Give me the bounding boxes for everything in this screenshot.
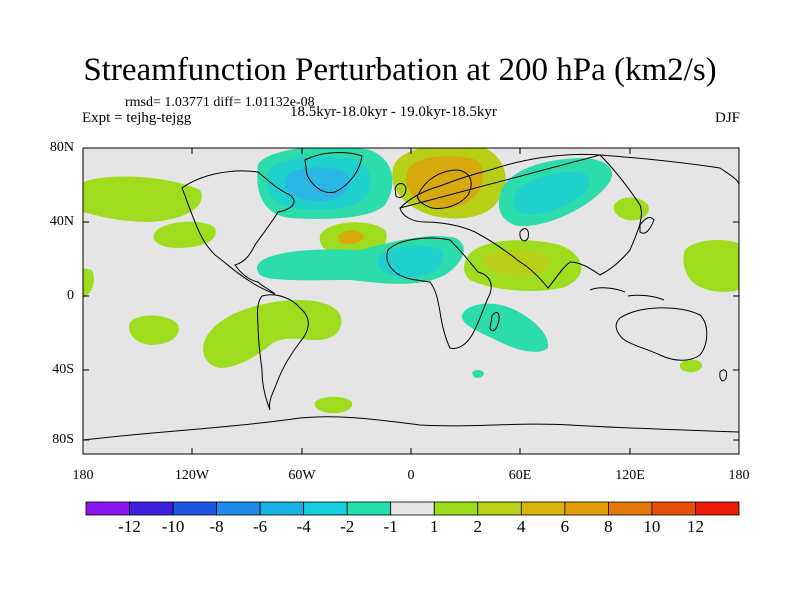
- lon-tick-label: 180: [728, 468, 750, 483]
- contour-neg-south-indian: [461, 303, 549, 352]
- colorbar-box: [303, 501, 348, 516]
- colorbar-box: [651, 501, 696, 516]
- period-label: 18.5kyr-18.0kyr - 19.0kyr-18.5kyr: [290, 104, 497, 120]
- colorbar-box: [85, 501, 130, 516]
- plot-title: Streamfunction Perturbation at 200 hPa (…: [83, 52, 717, 88]
- contour-fields: [83, 148, 739, 414]
- coast-africa: [386, 237, 492, 349]
- lat-tick-label: 80S: [52, 432, 74, 447]
- contour-neg-greenland-core: [284, 167, 351, 202]
- colorbar-label: -4: [296, 517, 311, 536]
- coast-antarctica: [83, 416, 739, 441]
- contour-neg-west-siberia-core: [513, 171, 590, 215]
- coast-indonesia: [589, 287, 665, 301]
- colorbar-box: [129, 501, 174, 516]
- lat-tick-label: 0: [67, 288, 74, 303]
- coast-japan: [639, 217, 655, 234]
- colorbar-label: -12: [118, 517, 141, 536]
- contour-pos-arabia-core: [482, 249, 550, 276]
- colorbar-label: -2: [340, 517, 355, 536]
- contour-pos-east-pacific: [129, 315, 179, 345]
- lon-tick-label: 60W: [288, 468, 316, 483]
- coast-uk: [394, 183, 407, 199]
- colorbar-box: [259, 501, 305, 516]
- colorbar-label: 6: [560, 517, 570, 536]
- colorbar-box: [520, 501, 566, 516]
- colorbar-box: [433, 501, 479, 516]
- season-label: DJF: [714, 110, 740, 126]
- coast-greenland: [304, 152, 363, 194]
- coast-madagascar: [489, 312, 500, 332]
- coast-eurasia: [399, 153, 739, 289]
- coast-caspian: [519, 228, 529, 242]
- axis-ticks: [83, 147, 739, 454]
- colorbar-label: -10: [161, 517, 185, 536]
- colorbar-box: [390, 501, 435, 516]
- colorbar-box: [695, 501, 740, 516]
- colorbar-box: [608, 501, 653, 516]
- lon-tick-label: 120W: [174, 468, 210, 483]
- experiment-label: Expt = tejhg-tejgg: [82, 110, 192, 126]
- contour-pos-south-atlantic: [314, 396, 353, 414]
- colorbar-label: 1: [430, 517, 439, 536]
- colorbar-label: 8: [604, 517, 613, 536]
- contour-neg-tropical-atlantic-core: [378, 245, 444, 278]
- lon-tick-label: 60E: [508, 468, 532, 483]
- colorbar-label: -1: [383, 517, 398, 536]
- colorbar-box: [477, 501, 522, 516]
- colorbar-label: -6: [253, 517, 268, 536]
- lat-tick-label: 40N: [49, 214, 74, 229]
- coast-south-america: [257, 294, 309, 411]
- contour-pos-north-pacific-east: [683, 240, 739, 292]
- contour-pos-north-pacific: [153, 221, 216, 248]
- colorbar-label: 12: [687, 517, 704, 536]
- contour-pos-scandinavia-core: [405, 155, 484, 209]
- contour-pos-australia: [679, 359, 703, 373]
- colorbar-box: [564, 501, 609, 516]
- colorbar-label: 2: [473, 517, 483, 536]
- contour-neg-indian-small: [472, 370, 484, 378]
- lon-tick-label: 180: [72, 468, 94, 483]
- lat-tick-label: 80N: [49, 140, 74, 155]
- colorbar-label: -8: [209, 517, 224, 536]
- coast-new-zealand: [719, 369, 727, 382]
- coast-north-america: [181, 170, 295, 295]
- contour-pos-east-asia: [613, 197, 649, 221]
- colorbar-box: [346, 501, 392, 516]
- lon-tick-label: 0: [407, 468, 415, 483]
- coast-scandinavia: [417, 169, 472, 209]
- contour-pos-africa-west: [83, 268, 94, 298]
- stats-text: rmsd= 1.03771 diff= 1.01132e-08: [125, 95, 315, 110]
- coastlines: [83, 152, 739, 441]
- coast-australia: [615, 307, 708, 361]
- contour-pos-mid-atlantic-core: [338, 230, 364, 245]
- colorbar-label: 4: [517, 517, 526, 536]
- colorbar-box: [172, 501, 218, 516]
- colorbar-box: [216, 501, 261, 516]
- colorbar: [85, 501, 740, 516]
- colorbar-label: 10: [643, 517, 661, 536]
- lat-tick-label: 40S: [52, 362, 74, 377]
- contour-pos-north-america: [83, 176, 202, 222]
- lon-tick-label: 120E: [615, 468, 645, 483]
